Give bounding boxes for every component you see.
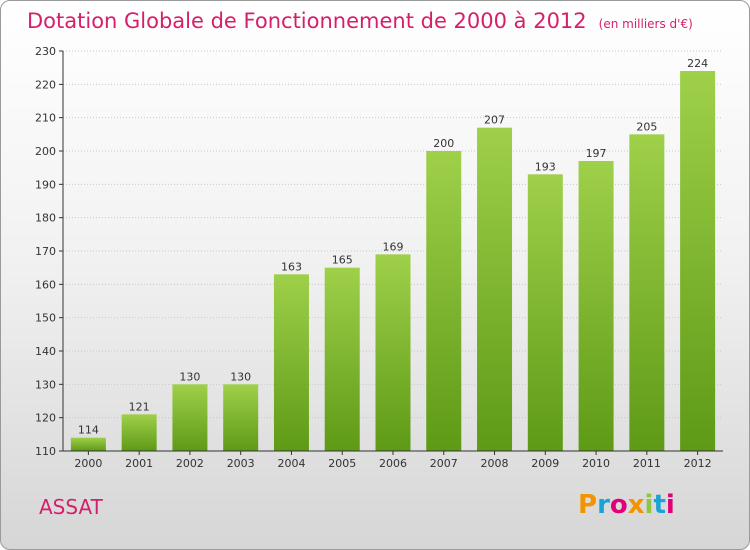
y-tick-label-200: 200	[35, 145, 56, 158]
x-tick-label-2004: 2004	[277, 457, 305, 470]
y-tick-label-130: 130	[35, 378, 56, 391]
logo-letter: x	[627, 490, 645, 520]
logo-letter: t	[653, 490, 666, 520]
data-label-2004: 163	[281, 260, 302, 273]
x-tick-label-2007: 2007	[430, 457, 458, 470]
y-tick-label-150: 150	[35, 312, 56, 325]
bar-2012	[680, 71, 716, 451]
data-label-2001: 121	[129, 400, 150, 413]
bar-2001	[121, 414, 157, 451]
x-tick-label-2006: 2006	[379, 457, 407, 470]
chart-unit-note: (en milliers d'€)	[598, 17, 693, 31]
data-label-2010: 197	[586, 147, 607, 160]
x-tick-label-2011: 2011	[633, 457, 661, 470]
logo-letter: i	[665, 490, 675, 520]
y-tick-label-140: 140	[35, 345, 56, 358]
x-tick-label-2002: 2002	[176, 457, 204, 470]
y-tick-label-170: 170	[35, 245, 56, 258]
data-label-2011: 205	[636, 120, 657, 133]
chart-title: Dotation Globale de Fonctionnement de 20…	[27, 9, 587, 33]
bar-2011	[629, 134, 665, 452]
bar-2005	[324, 267, 360, 451]
x-tick-label-2010: 2010	[582, 457, 610, 470]
data-label-2003: 130	[230, 370, 251, 383]
bars: 114 121 130 130 163 165 169 200 207 193 197 205 224	[70, 57, 716, 452]
logo-letter: o	[609, 490, 628, 520]
logo-letter: P	[578, 490, 598, 520]
logo-letter: r	[597, 490, 610, 520]
bar-2007	[426, 151, 462, 451]
data-label-2000: 114	[78, 424, 99, 437]
proxiti-logo[interactable]: Proxiti	[578, 490, 675, 520]
bar-2008	[477, 127, 513, 452]
bar-2006	[375, 254, 411, 451]
x-tick-label-2012: 2012	[684, 457, 712, 470]
y-tick-label-210: 210	[35, 112, 56, 125]
bar-2003	[223, 384, 259, 451]
logo-letter: i	[644, 490, 654, 520]
chart-title-block: Dotation Globale de Fonctionnement de 20…	[27, 9, 693, 33]
y-tick-label-230: 230	[35, 45, 56, 58]
y-tick-label-180: 180	[35, 212, 56, 225]
x-tick-label-2005: 2005	[328, 457, 356, 470]
bar-2002	[172, 384, 208, 451]
bar-2004	[273, 274, 309, 451]
y-tick-label-120: 120	[35, 412, 56, 425]
y-tick-label-110: 110	[35, 445, 56, 458]
x-tick-label-2009: 2009	[531, 457, 559, 470]
x-tick-label-2003: 2003	[227, 457, 255, 470]
x-tick-label-2000: 2000	[74, 457, 102, 470]
x-tick-label-2001: 2001	[125, 457, 153, 470]
data-label-2006: 169	[383, 240, 404, 253]
data-label-2007: 200	[433, 137, 454, 150]
bar-2010	[578, 161, 614, 451]
y-tick-label-220: 220	[35, 78, 56, 91]
data-label-2005: 165	[332, 254, 353, 267]
x-tick-label-2008: 2008	[481, 457, 509, 470]
bar-2000	[70, 437, 106, 451]
data-label-2002: 130	[179, 370, 200, 383]
y-tick-label-190: 190	[35, 178, 56, 191]
axes: 110 120 130 140 150 160 170 180 190 200 210 220 230 2…	[35, 45, 723, 470]
y-tick-label-160: 160	[35, 278, 56, 291]
data-label-2012: 224	[687, 57, 708, 70]
commune-name: ASSAT	[39, 495, 103, 519]
data-label-2009: 193	[535, 160, 556, 173]
bar-2009	[527, 174, 563, 452]
data-label-2008: 207	[484, 114, 505, 127]
